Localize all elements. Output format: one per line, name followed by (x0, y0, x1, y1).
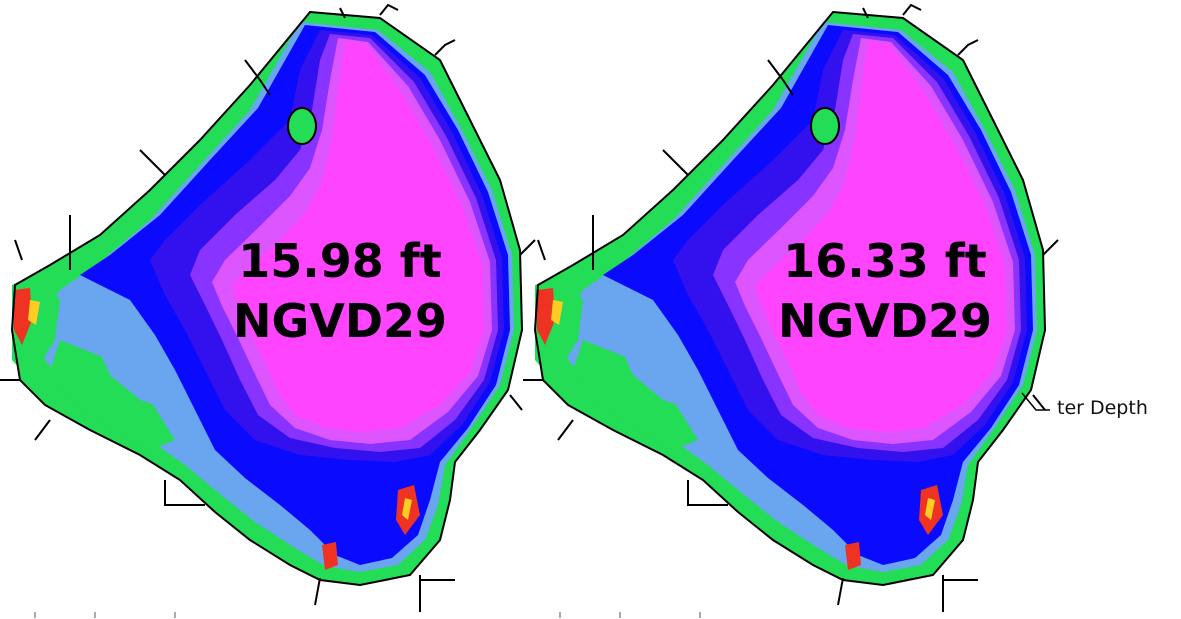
right-datum: NGVD29 (777, 294, 993, 348)
right-stage-label: 16.33 ft NGVD29 (745, 231, 1025, 351)
left-datum: NGVD29 (232, 294, 448, 348)
scale-ticks (34, 612, 701, 618)
left-stage-value: 15.98 ft (238, 234, 442, 288)
right-stage-value: 16.33 ft (783, 234, 987, 288)
legend-pointer-line (1021, 392, 1050, 411)
left-stage-label: 15.98 ft NGVD29 (200, 231, 480, 351)
legend-partial-label: ter Depth (1057, 397, 1148, 419)
